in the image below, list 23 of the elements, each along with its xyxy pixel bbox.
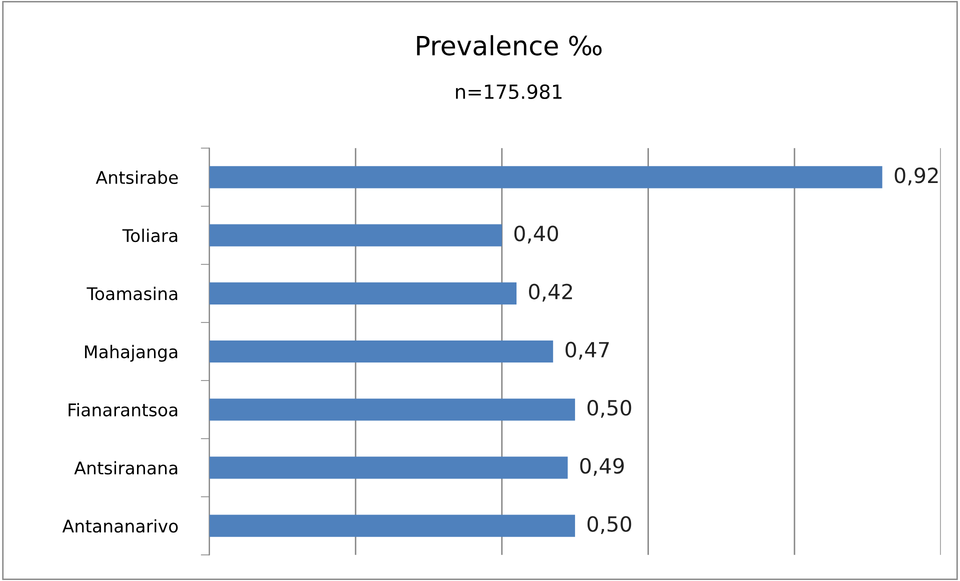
bar (209, 166, 882, 188)
y-tick-label: Antananarivo (62, 519, 178, 533)
y-tick-label: Toamasina (86, 286, 178, 300)
data-label: 0,50 (588, 516, 632, 534)
bar (209, 514, 576, 537)
data-label: 0,42 (529, 284, 572, 302)
chart-title: Prevalence ‰ (417, 35, 602, 56)
bar (209, 340, 554, 363)
data-label: 0,92 (894, 167, 938, 186)
y-tick-label: Antsiranana (74, 461, 178, 475)
bar (209, 456, 568, 479)
y-tick-label: Fianarantsoa (68, 403, 178, 416)
bar (209, 398, 576, 421)
data-label: 0,49 (580, 458, 624, 476)
chart-subtitle: n=175.981 (456, 84, 562, 100)
data-label: 0,40 (514, 226, 558, 244)
y-tick-label: Antsirabe (96, 170, 178, 184)
data-label: 0,47 (566, 342, 609, 360)
bar (209, 282, 517, 304)
y-tick-label: Mahajanga (85, 344, 178, 362)
data-label: 0,50 (588, 400, 632, 418)
y-tick-label: Toliara (122, 228, 178, 242)
bar (209, 224, 502, 246)
